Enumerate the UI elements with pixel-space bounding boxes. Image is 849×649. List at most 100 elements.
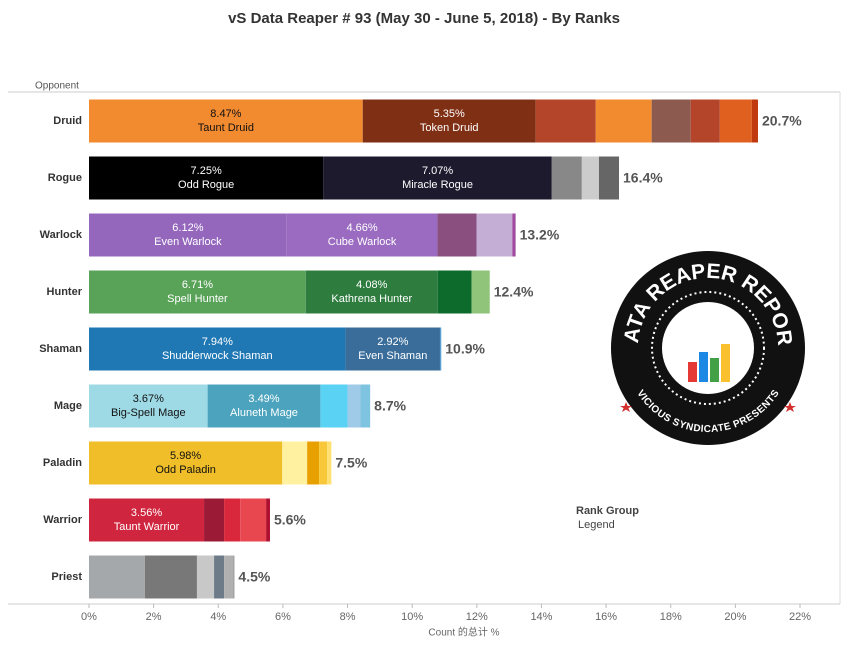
total-label: 12.4%: [494, 284, 534, 300]
x-tick-label: 16%: [595, 611, 617, 623]
total-label: 4.5%: [238, 569, 270, 585]
bar-segment: [286, 213, 438, 257]
bar-segment: [224, 498, 241, 542]
segment-value-label: 7.94%: [202, 336, 233, 348]
category-label: Druid: [53, 115, 82, 127]
category-label: Shaman: [39, 343, 82, 355]
category-label: Mage: [54, 400, 82, 412]
bar-segment: [690, 99, 720, 143]
segment-value-label: 4.66%: [346, 222, 377, 234]
x-tick-label: 20%: [724, 611, 746, 623]
x-tick-label: 2%: [146, 611, 162, 623]
bar-segment: [89, 99, 363, 143]
segment-name-label: Even Warlock: [154, 236, 222, 248]
bar-segment: [751, 99, 758, 143]
total-label: 8.7%: [374, 398, 406, 414]
category-label: Warlock: [40, 229, 83, 241]
bar-segment: [89, 270, 306, 314]
bar-segment: [89, 441, 283, 485]
logo-star: [620, 402, 632, 412]
logo-icon: [699, 352, 708, 382]
logo-inner: [662, 302, 754, 394]
segment-name-label: Miracle Rogue: [402, 179, 473, 191]
total-label: 7.5%: [335, 455, 367, 471]
bar-segment: [512, 213, 516, 257]
bar-segment: [551, 156, 582, 200]
x-tick-label: 14%: [530, 611, 552, 623]
segment-name-label: Cube Warlock: [328, 236, 397, 248]
segment-name-label: Taunt Warrior: [114, 521, 180, 533]
category-label: Paladin: [43, 457, 82, 469]
segment-name-label: Even Shaman: [358, 350, 427, 362]
x-tick-label: 22%: [789, 611, 811, 623]
x-tick-label: 18%: [660, 611, 682, 623]
bar-segment: [327, 441, 332, 485]
bar-segment: [144, 555, 197, 599]
bar-segment: [89, 156, 324, 200]
bar-segment: [476, 213, 513, 257]
segment-name-label: Aluneth Mage: [230, 407, 298, 419]
total-label: 5.6%: [274, 512, 306, 528]
segment-name-label: Shudderwock Shaman: [162, 350, 273, 362]
bar-segment: [437, 213, 477, 257]
segment-value-label: 3.67%: [133, 393, 164, 405]
segment-name-label: Big-Spell Mage: [111, 407, 186, 419]
bar-segment: [360, 384, 371, 428]
bar-segment: [598, 156, 620, 200]
bar-segment: [535, 99, 596, 143]
segment-name-label: Odd Paladin: [155, 464, 216, 476]
segment-value-label: 3.49%: [248, 393, 279, 405]
segment-value-label: 6.71%: [182, 279, 213, 291]
chart-title: vS Data Reaper # 93 (May 30 - June 5, 20…: [228, 10, 620, 27]
bar-segment: [89, 555, 145, 599]
bar-segment: [437, 270, 472, 314]
bar-segment: [196, 555, 215, 599]
bar-segment: [282, 441, 308, 485]
segment-value-label: 8.47%: [210, 108, 241, 120]
x-tick-label: 0%: [81, 611, 97, 623]
bar-segment: [307, 441, 320, 485]
segment-value-label: 6.12%: [172, 222, 203, 234]
category-label: Warrior: [43, 514, 82, 526]
bar-segment: [719, 99, 752, 143]
segment-name-label: Odd Rogue: [178, 179, 234, 191]
bar-segment: [89, 384, 208, 428]
logo-ring: [651, 291, 765, 405]
bar-segment: [266, 498, 270, 542]
bar-segment: [204, 498, 225, 542]
bar-segment: [319, 441, 328, 485]
segment-value-label: 5.35%: [434, 108, 465, 120]
bar-segment: [224, 555, 234, 599]
x-tick-label: 4%: [210, 611, 226, 623]
logo-icon: [710, 358, 719, 382]
bar-segment: [323, 156, 552, 200]
x-axis-title: Count 的总计 %: [428, 626, 499, 639]
category-label: Priest: [51, 571, 82, 583]
bar-segment: [581, 156, 599, 200]
segment-value-label: 2.92%: [377, 336, 408, 348]
logo-star: [784, 402, 796, 412]
logo-icon: [688, 362, 697, 382]
bar-segment: [240, 498, 267, 542]
bar-segment: [214, 555, 225, 599]
legend-title: Rank Group: [576, 505, 639, 517]
segment-name-label: Token Druid: [420, 122, 479, 134]
bar-segment: [89, 498, 205, 542]
bar-segment: [89, 213, 287, 257]
bar-segment: [320, 384, 348, 428]
bar-segment: [362, 99, 536, 143]
segment-name-label: Kathrena Hunter: [331, 293, 412, 305]
category-label: Rogue: [48, 172, 82, 184]
category-label: Hunter: [47, 286, 83, 298]
x-tick-label: 12%: [466, 611, 488, 623]
bar-segment: [439, 327, 442, 371]
y-header: Opponent: [35, 81, 79, 92]
segment-value-label: 7.07%: [422, 165, 453, 177]
segment-value-label: 4.08%: [356, 279, 387, 291]
segment-value-label: 5.98%: [170, 450, 201, 462]
bar-segment: [305, 270, 438, 314]
bar-segment: [347, 384, 361, 428]
logo-icon: [721, 344, 730, 382]
bar-segment: [595, 99, 652, 143]
